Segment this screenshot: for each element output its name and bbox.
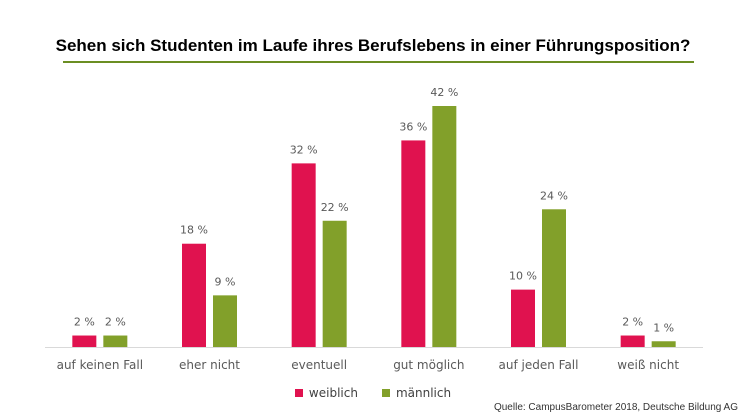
category-label-4: auf jeden Fall [499,358,579,372]
legend-item-maennlich: männlich [381,386,452,400]
data-label-weiblich-4: 10 % [509,270,537,283]
category-label-0: auf keinen Fall [57,358,143,372]
data-label-maennlich-1: 9 % [215,275,236,288]
data-label-weiblich-2: 32 % [290,143,318,156]
bar-weiblich-3 [401,140,426,347]
data-label-maennlich-4: 24 % [540,189,568,202]
data-label-weiblich-0: 2 % [74,316,95,329]
data-label-weiblich-3: 36 % [399,120,427,133]
data-label-maennlich-3: 42 % [430,86,458,99]
legend-swatch-maennlich [381,389,390,397]
bar-weiblich-1 [182,243,206,347]
bar-weiblich-0 [72,335,97,347]
data-label-maennlich-2: 22 % [321,201,349,214]
data-label-maennlich-0: 2 % [105,316,126,329]
bar-maennlich-0 [103,335,128,347]
category-label-1: eher nicht [179,358,240,372]
bar-weiblich-2 [291,163,316,347]
legend-item-weiblich: weiblich [294,386,358,400]
bar-maennlich-2 [322,220,347,347]
bar-maennlich-1 [213,295,237,347]
bar-weiblich-4 [511,289,535,347]
bar-chart: 2 % 2 % auf keinen Fall 18 % 9 % eher nicht 32… [45,86,703,372]
chart-title: Sehen sich Studenten im Laufe ihres Beru… [55,36,691,55]
bar-maennlich-3 [432,106,457,347]
data-label-weiblich-1: 18 % [180,224,208,237]
bar-weiblich-5 [620,335,645,347]
source-note: Quelle: CampusBarometer 2018, Deutsche B… [493,402,738,413]
data-label-weiblich-5: 2 % [622,316,643,329]
category-label-5: weiß nicht [617,358,679,372]
category-label-3: gut möglich [393,358,464,372]
bar-maennlich-5 [651,341,676,347]
legend-swatch-weiblich [294,389,303,397]
title-underline [63,61,694,63]
bar-maennlich-4 [542,209,566,347]
legend: weiblich männlich [0,386,746,400]
category-label-2: eventuell [291,358,347,372]
legend-label-weiblich: weiblich [308,386,358,400]
data-label-maennlich-5: 1 % [653,321,674,334]
legend-label-maennlich: männlich [395,386,452,400]
